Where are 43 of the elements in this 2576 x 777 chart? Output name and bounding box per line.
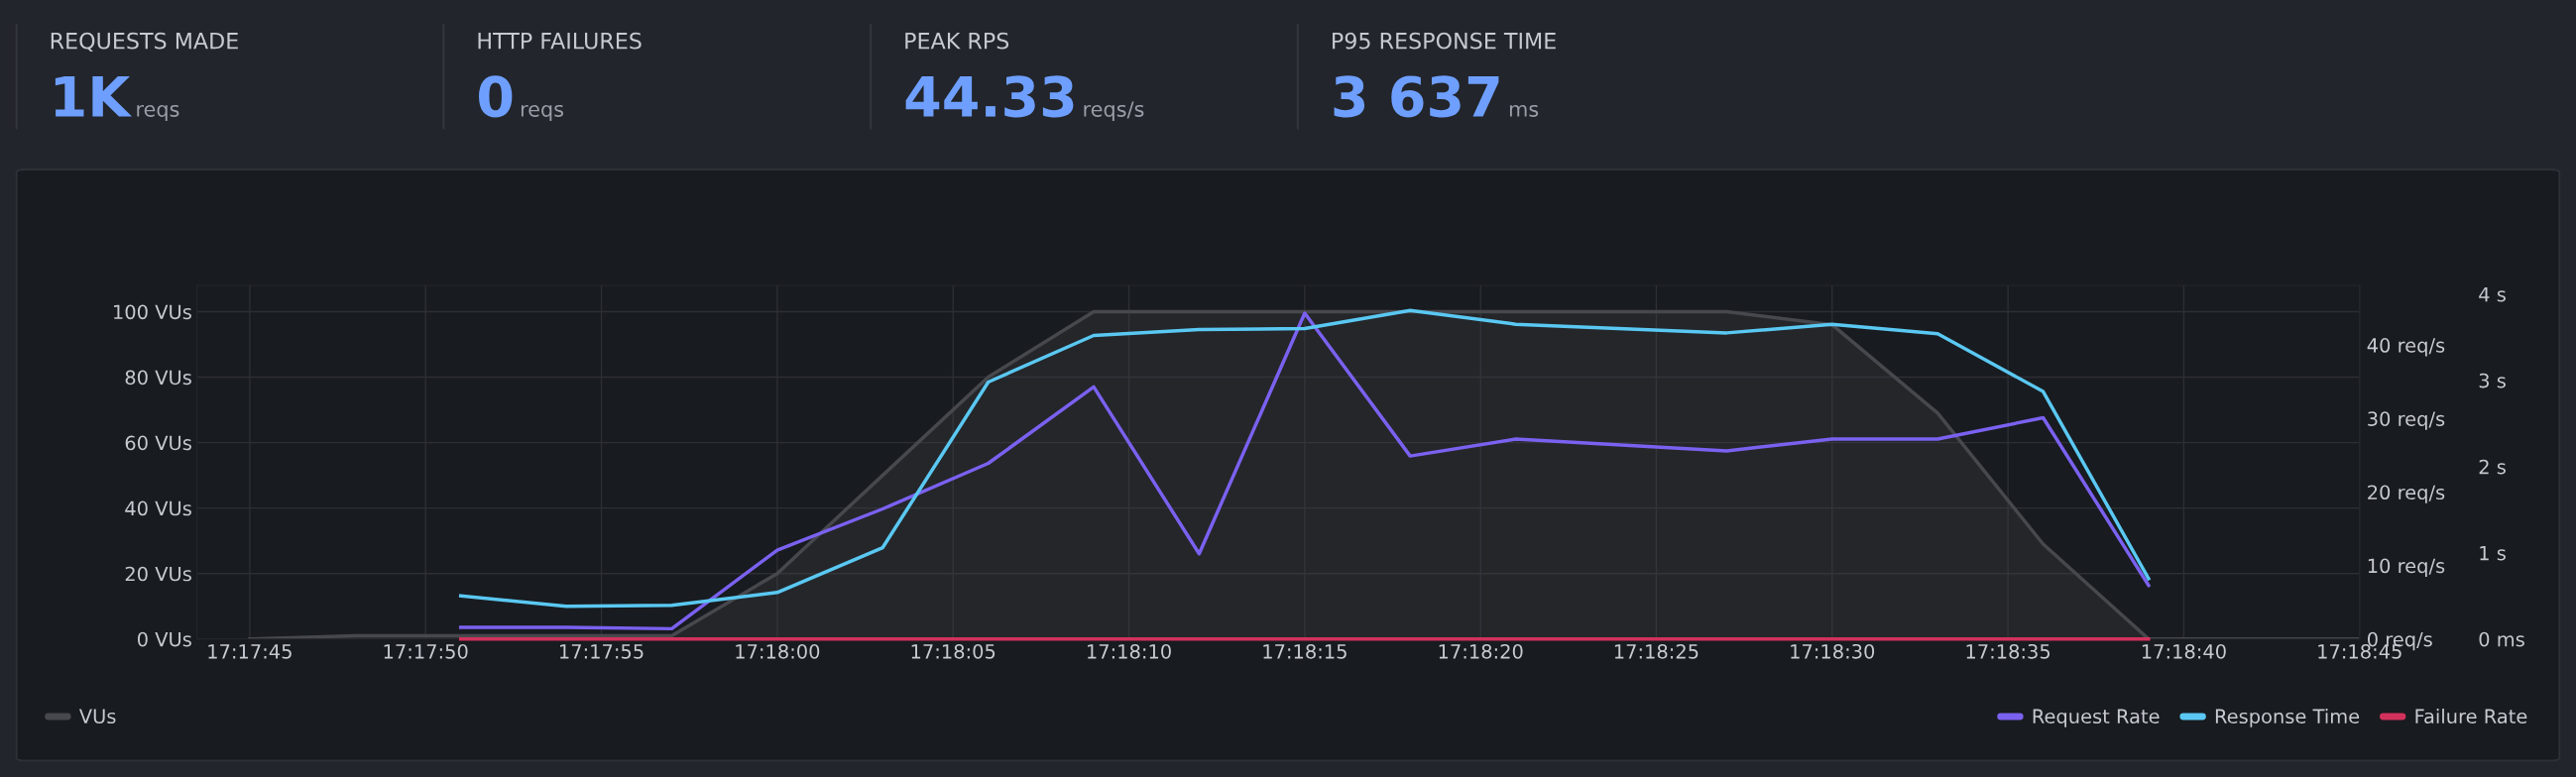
y-tick-label: 0 VUs [137, 631, 191, 647]
y3-tick-label: 1 s [2480, 545, 2506, 561]
y-tick-label: 100 VUs [114, 304, 191, 320]
text: 44.33 [905, 75, 1074, 118]
y2-tick-label: 30 req/s [2368, 411, 2445, 430]
y3-tick-label: 2 s [2479, 459, 2506, 475]
text: 3 637 [1334, 75, 1499, 118]
text: reqs [137, 104, 179, 121]
text: reqs/s [1084, 101, 1144, 121]
text: P95 RESPONSE TIME [1333, 32, 1556, 50]
y2-tick-label: 10 req/s [2368, 558, 2445, 578]
text: HTTP FAILURES [478, 32, 642, 50]
legend-label: Response Time [2215, 709, 2360, 727]
y2-tick-label: 20 req/s [2368, 485, 2445, 503]
x-tick-label: 17:18:35 [1966, 643, 2050, 659]
text: 0 [479, 75, 513, 118]
x-tick-label: 17:18:10 [1088, 643, 1171, 659]
text: 1K [55, 76, 133, 117]
text: ms [1509, 104, 1539, 117]
x-tick-label: 17:18:20 [1439, 643, 1523, 659]
y3-tick-label: 3 s [2479, 373, 2506, 388]
text: REQUESTS MADE [51, 32, 238, 53]
y-tick-label: 20 VUs [125, 566, 191, 582]
x-tick-label: 17:18:00 [736, 643, 820, 659]
x-tick-label: 17:17:55 [560, 644, 644, 659]
x-tick-label: 17:17:45 [208, 644, 292, 659]
y-tick-label: 60 VUs [125, 435, 191, 451]
legend-label: Failure Rate [2415, 709, 2527, 724]
y-tick-label: 80 VUs [125, 370, 191, 386]
y2-tick-label: 40 req/s [2367, 338, 2445, 357]
x-tick-label: 17:18:40 [2142, 643, 2226, 659]
legend-label: VUs [78, 709, 116, 724]
y-tick-label: 40 VUs [125, 500, 191, 516]
y3-tick-label: 4 s [2479, 286, 2506, 302]
text: PEAK RPS [905, 32, 1009, 50]
y3-tick-label: 0 ms [2479, 631, 2524, 647]
x-tick-label: 17:18:05 [911, 643, 995, 659]
text: reqs [521, 104, 564, 121]
legend-label: Request Rate [2033, 709, 2160, 727]
x-tick-label: 17:18:30 [1791, 643, 1875, 659]
x-tick-label: 17:18:15 [1263, 643, 1347, 659]
x-tick-label: 17:17:50 [384, 643, 468, 659]
x-tick-label: 17:18:25 [1614, 643, 1698, 659]
